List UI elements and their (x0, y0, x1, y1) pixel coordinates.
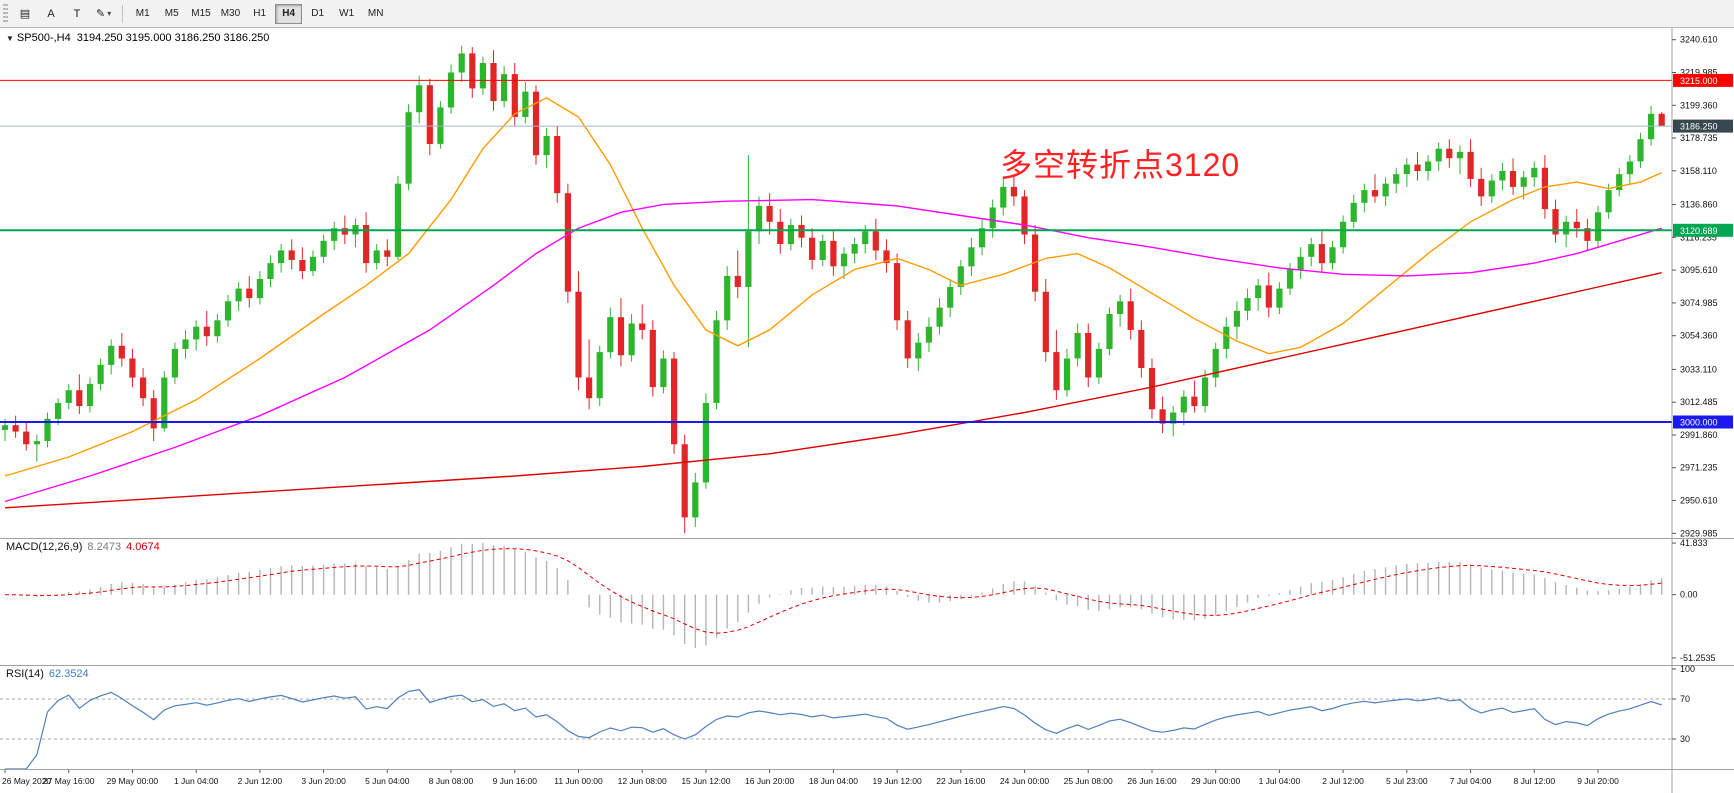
charts-grid-icon: ▤ (19, 7, 31, 20)
timeframe-m1-button[interactable]: M1 (129, 4, 156, 24)
svg-text:29 Jun 00:00: 29 Jun 00:00 (1191, 776, 1240, 786)
chevron-down-icon: ▾ (107, 8, 112, 18)
svg-text:2929.985: 2929.985 (1680, 528, 1718, 538)
svg-text:3199.360: 3199.360 (1680, 100, 1718, 110)
svg-text:3054.360: 3054.360 (1680, 331, 1718, 341)
svg-text:3136.860: 3136.860 (1680, 200, 1718, 210)
svg-text:3215.000: 3215.000 (1680, 76, 1718, 86)
toolbar: ▤ A T ✎ ▾ M1 M5 M15 M30 H1 H4 D1 W1 MN (0, 0, 1734, 28)
rsi-value: 62.3524 (48, 668, 89, 680)
svg-text:2 Jun 12:00: 2 Jun 12:00 (238, 776, 283, 786)
svg-text:2950.610: 2950.610 (1680, 496, 1718, 506)
svg-text:2971.235: 2971.235 (1680, 463, 1718, 473)
svg-text:3116.235: 3116.235 (1680, 232, 1717, 242)
svg-text:19 Jun 12:00: 19 Jun 12:00 (873, 776, 922, 786)
svg-text:2991.860: 2991.860 (1680, 430, 1718, 440)
chart-annotation-text[interactable]: 多空转折点3120 (1000, 147, 1241, 183)
macd-canvas[interactable]: 41.833 0.00 -51.2535 (0, 538, 1734, 665)
symbol-collapse-icon[interactable]: ▼ (6, 34, 14, 43)
timeframe-mn-button[interactable]: MN (362, 4, 389, 24)
svg-text:8 Jul 12:00: 8 Jul 12:00 (1514, 776, 1556, 786)
svg-text:41.833: 41.833 (1680, 538, 1708, 548)
symbol-name: SP500-,H4 (16, 32, 71, 44)
timeframe-group: M1 M5 M15 M30 H1 H4 D1 W1 MN (128, 3, 390, 24)
svg-text:24 Jun 00:00: 24 Jun 00:00 (1000, 776, 1049, 786)
timeframe-m15-button[interactable]: M15 (187, 4, 214, 24)
macd-value-main: 8.2473 (87, 541, 122, 553)
svg-text:3178.735: 3178.735 (1680, 133, 1718, 143)
draw-tool-button[interactable]: ✎ ▾ (91, 3, 116, 23)
svg-text:18 Jun 04:00: 18 Jun 04:00 (809, 776, 858, 786)
symbol-ohlc-line: ▼ SP500-,H4 3194.250 3195.000 3186.250 318… (6, 32, 269, 44)
timeframe-m5-button[interactable]: M5 (158, 4, 185, 24)
svg-text:2 Jul 12:00: 2 Jul 12:00 (1322, 776, 1364, 786)
svg-text:26 Jun 16:00: 26 Jun 16:00 (1127, 776, 1176, 786)
timeframe-m30-button[interactable]: M30 (217, 4, 244, 24)
svg-text:-51.2535: -51.2535 (1680, 653, 1716, 663)
svg-text:0.00: 0.00 (1680, 590, 1698, 600)
svg-text:7 Jul 04:00: 7 Jul 04:00 (1450, 776, 1492, 786)
svg-text:70: 70 (1680, 694, 1690, 704)
svg-text:11 Jun 00:00: 11 Jun 00:00 (554, 776, 603, 786)
toolbar-drag-handle[interactable] (3, 3, 8, 24)
svg-text:5 Jun 04:00: 5 Jun 04:00 (365, 776, 410, 786)
svg-text:25 Jun 08:00: 25 Jun 08:00 (1064, 776, 1113, 786)
svg-text:9 Jul 20:00: 9 Jul 20:00 (1577, 776, 1619, 786)
rsi-label: RSI(14) 62.3524 (6, 668, 89, 680)
cursor-tool-button[interactable]: A (39, 4, 63, 24)
macd-panel[interactable]: 41.833 0.00 -51.2535 MACD(12,26,9) 8.2473 4.… (0, 538, 1734, 665)
timeframe-h4-button[interactable]: H4 (275, 3, 303, 24)
text-tool-icon: T (73, 7, 81, 20)
macd-label: MACD(12,26,9) 8.2473 4.0674 (6, 541, 160, 553)
svg-text:8 Jun 08:00: 8 Jun 08:00 (429, 776, 474, 786)
cursor-tool-icon: A (47, 7, 55, 20)
svg-text:3095.610: 3095.610 (1680, 265, 1718, 275)
svg-text:3000.000: 3000.000 (1680, 418, 1718, 428)
charts-grid-button[interactable]: ▤ (13, 3, 37, 23)
svg-text:3012.485: 3012.485 (1680, 397, 1718, 407)
svg-text:16 Jun 20:00: 16 Jun 20:00 (745, 776, 794, 786)
macd-value-signal: 4.0674 (126, 541, 160, 553)
rsi-panel[interactable]: 100 70 30 RSI(14) 62.3524 (0, 665, 1734, 769)
draw-tool-icon: ✎ (96, 7, 106, 20)
time-axis[interactable]: 26 May 2020 27 May 16:00 29 May 00:00 1 Jun… (0, 769, 1734, 793)
svg-text:15 Jun 12:00: 15 Jun 12:00 (681, 776, 730, 786)
svg-text:3158.110: 3158.110 (1680, 166, 1717, 176)
toolbar-tools: ▤ A T ✎ ▾ (12, 3, 117, 24)
timeframe-h1-button[interactable]: H1 (246, 4, 273, 24)
svg-text:3074.985: 3074.985 (1680, 298, 1718, 308)
ohlc-values: 3194.250 3195.000 3186.250 3186.250 (76, 32, 270, 44)
svg-text:9 Jun 16:00: 9 Jun 16:00 (493, 776, 538, 786)
price-chart-panel[interactable]: 3240.610 3219.985 3199.360 3178.735 3158.110… (0, 28, 1734, 538)
svg-text:1 Jun 04:00: 1 Jun 04:00 (174, 776, 219, 786)
svg-text:27 May 16:00: 27 May 16:00 (43, 776, 95, 786)
svg-text:30: 30 (1680, 734, 1690, 744)
svg-text:5 Jul 23:00: 5 Jul 23:00 (1386, 776, 1428, 786)
macd-title: MACD(12,26,9) (6, 541, 83, 553)
svg-text:1 Jul 04:00: 1 Jul 04:00 (1259, 776, 1301, 786)
svg-text:3 Jun 20:00: 3 Jun 20:00 (301, 776, 346, 786)
svg-text:3033.110: 3033.110 (1680, 364, 1717, 374)
svg-text:29 May 00:00: 29 May 00:00 (107, 776, 159, 786)
rsi-title: RSI(14) (6, 668, 44, 680)
price-chart-canvas[interactable]: 3240.610 3219.985 3199.360 3178.735 3158.110… (0, 28, 1734, 538)
svg-text:3120.689: 3120.689 (1680, 226, 1718, 236)
svg-text:3186.250: 3186.250 (1680, 122, 1718, 132)
svg-text:100: 100 (1680, 665, 1695, 674)
svg-text:12 Jun 08:00: 12 Jun 08:00 (618, 776, 667, 786)
svg-text:26 May 2020: 26 May 2020 (2, 776, 51, 786)
text-tool-button[interactable]: T (65, 4, 89, 24)
rsi-canvas[interactable]: 100 70 30 (0, 665, 1734, 769)
toolbar-separator (122, 4, 124, 23)
timeframe-w1-button[interactable]: W1 (333, 4, 360, 24)
timeframe-d1-button[interactable]: D1 (304, 4, 331, 24)
svg-text:3219.985: 3219.985 (1680, 68, 1718, 78)
svg-text:22 Jun 16:00: 22 Jun 16:00 (936, 776, 985, 786)
svg-text:3240.610: 3240.610 (1680, 35, 1718, 45)
